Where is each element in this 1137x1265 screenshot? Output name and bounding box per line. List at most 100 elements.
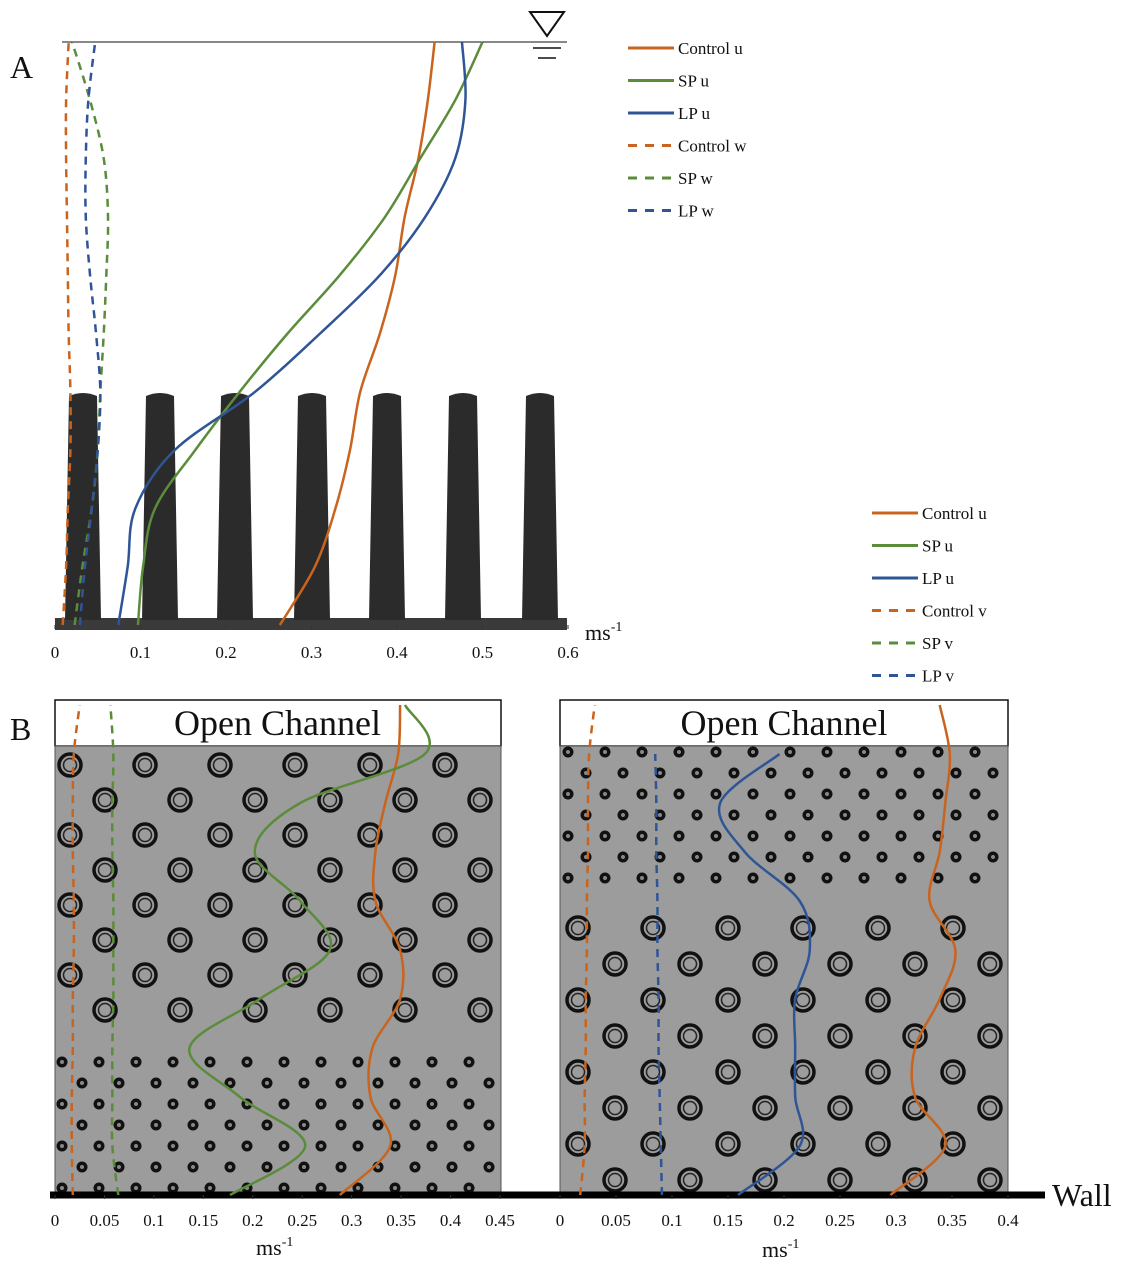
pillar-inner (208, 1186, 212, 1190)
pillar-inner (171, 1186, 175, 1190)
pillar-inner (487, 1081, 491, 1085)
pillar-inner (430, 1102, 434, 1106)
pillar-inner (936, 750, 940, 754)
pillar-inner (695, 855, 699, 859)
pillar-inner (393, 1144, 397, 1148)
legend-label: SP v (922, 634, 954, 653)
pillar-inner (751, 876, 755, 880)
pillar-inner (917, 855, 921, 859)
pillar-inner (677, 792, 681, 796)
pillar-inner (806, 771, 810, 775)
pillar (217, 393, 253, 620)
x-tick-label: 0.2 (242, 1211, 263, 1230)
x-tick-label: 0.1 (143, 1211, 164, 1230)
legend-label: Control u (922, 504, 987, 523)
pillar-inner (208, 1144, 212, 1148)
pillar-inner (430, 1186, 434, 1190)
axis-label-unit: ms (256, 1235, 282, 1260)
pillar-inner (862, 792, 866, 796)
pillar-inner (917, 771, 921, 775)
pillar-inner (339, 1081, 343, 1085)
pillar-inner (677, 834, 681, 838)
pillar-inner (265, 1165, 269, 1169)
pillar-inner (228, 1081, 232, 1085)
header-text: Open Channel (174, 703, 381, 743)
pillar-inner (936, 876, 940, 880)
pillar-inner (658, 855, 662, 859)
x-tick-label: 0.1 (661, 1211, 682, 1230)
legend-label: SP u (678, 72, 710, 91)
header-text: Open Channel (681, 703, 888, 743)
x-tick-label: 0.15 (188, 1211, 218, 1230)
pillar-inner (265, 1081, 269, 1085)
pillar-inner (566, 834, 570, 838)
pillar-inner (991, 771, 995, 775)
pillar-inner (899, 750, 903, 754)
pillar-inner (117, 1123, 121, 1127)
pillar-inner (228, 1165, 232, 1169)
x-tick-label: 0.3 (885, 1211, 906, 1230)
pillar-inner (450, 1081, 454, 1085)
x-tick-label: 0.25 (825, 1211, 855, 1230)
pillar-inner (880, 813, 884, 817)
pillar-inner (954, 813, 958, 817)
pillar-inner (282, 1060, 286, 1064)
pillar-inner (751, 750, 755, 754)
pillar-inner (487, 1123, 491, 1127)
pillar-inner (825, 750, 829, 754)
pillar-inner (319, 1060, 323, 1064)
legend-label: Control u (678, 39, 743, 58)
pillar-inner (191, 1165, 195, 1169)
x-tick-label: 0 (51, 643, 60, 662)
pillar-inner (603, 876, 607, 880)
pillar-inner (973, 876, 977, 880)
pillar-inner (825, 876, 829, 880)
pillar-inner (413, 1165, 417, 1169)
pillar-inner (228, 1123, 232, 1127)
pillar-inner (640, 834, 644, 838)
pillar-inner (117, 1165, 121, 1169)
pillar-inner (732, 771, 736, 775)
pillar-inner (954, 771, 958, 775)
pillar-inner (714, 834, 718, 838)
x-tick-label: 0.4 (997, 1211, 1019, 1230)
pillar-inner (450, 1123, 454, 1127)
pillar-inner (936, 792, 940, 796)
x-tick-label: 0 (51, 1211, 60, 1230)
pillar-inner (843, 813, 847, 817)
pillar-inner (60, 1102, 64, 1106)
pillar-inner (917, 813, 921, 817)
pillar-inner (191, 1081, 195, 1085)
pillar-inner (621, 813, 625, 817)
axis-label-unit: ms (585, 620, 611, 645)
x-tick-label: 0.4 (440, 1211, 462, 1230)
pillar-inner (282, 1186, 286, 1190)
x-tick-label: 0.3 (341, 1211, 362, 1230)
pillar-inner (97, 1186, 101, 1190)
pillar (294, 393, 330, 620)
pillar-inner (413, 1081, 417, 1085)
pillar-inner (245, 1060, 249, 1064)
x-tick-label: 0.35 (937, 1211, 967, 1230)
x-tick-label: 0.35 (386, 1211, 416, 1230)
pillar-inner (695, 813, 699, 817)
legend-label: SP u (922, 537, 954, 556)
x-tick-label: 0.1 (130, 643, 151, 662)
pillar (522, 393, 558, 620)
pillar-inner (788, 876, 792, 880)
pillar-inner (714, 792, 718, 796)
pillar-inner (134, 1186, 138, 1190)
pillar-inner (80, 1165, 84, 1169)
pillar-inner (566, 792, 570, 796)
pillar-inner (356, 1102, 360, 1106)
pillar-inner (732, 855, 736, 859)
pillar-inner (97, 1144, 101, 1148)
pillar-inner (566, 750, 570, 754)
pillar-inner (282, 1144, 286, 1148)
x-tick-label: 0.5 (472, 643, 493, 662)
pillar-inner (154, 1165, 158, 1169)
pillar-inner (282, 1102, 286, 1106)
pillar-inner (467, 1060, 471, 1064)
pillar-inner (936, 834, 940, 838)
pillar-inner (714, 876, 718, 880)
